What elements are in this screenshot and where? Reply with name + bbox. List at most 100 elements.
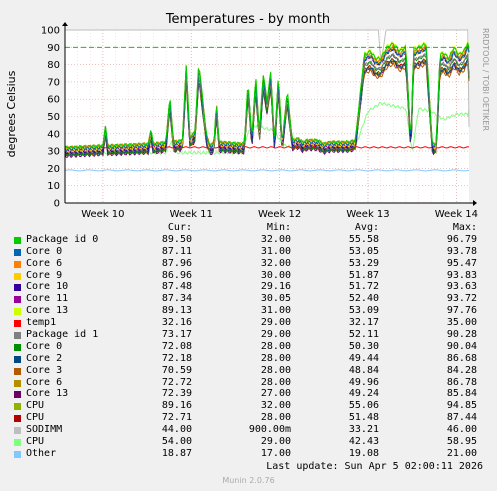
y-tick-label: 50 [47, 112, 60, 123]
y-tick-label: 40 [47, 129, 60, 140]
legend-swatch [14, 439, 21, 447]
legend-series-name: Core 6 [26, 376, 63, 388]
legend-series-name: Core 6 [26, 257, 63, 269]
series-line [64, 101, 470, 156]
munin-version: Munin 2.0.76 [222, 476, 275, 485]
legend-cur: 73.17 [161, 329, 192, 341]
x-tick-label: Week 11 [170, 209, 213, 220]
x-axis-arrow [473, 200, 477, 206]
legend-swatch [14, 284, 21, 292]
legend-cur: 87.96 [161, 257, 192, 269]
legend-row: Core 13 72.39 27.00 49.24 85.84 [0, 388, 497, 400]
col-max-header: Max: [452, 222, 477, 233]
y-axis-label: degrees Celsius [5, 70, 18, 157]
legend-swatch [14, 272, 21, 280]
legend-header: Cur: Min: Avg: Max: [0, 222, 497, 234]
legend-min: 28.00 [260, 352, 291, 364]
legend-cur: 54.00 [161, 436, 192, 448]
legend-row: Package id 0 89.50 32.00 55.58 96.79 [0, 234, 497, 246]
legend-row: Core 6 72.72 28.00 49.96 86.78 [0, 377, 497, 389]
legend-row: Core 6 87.96 32.00 53.29 95.47 [0, 258, 497, 270]
legend-min: 28.00 [260, 364, 291, 376]
series-line [65, 29, 470, 127]
legend-row: Core 2 72.18 28.00 49.44 86.68 [0, 353, 497, 365]
legend-max: 35.00 [446, 317, 477, 329]
rrdtool-credit: RRDTOOL / TOBI OETIKER [481, 28, 490, 131]
y-tick-label: 80 [47, 60, 60, 71]
legend-max: 21.00 [446, 447, 477, 459]
legend-avg: 33.21 [348, 424, 379, 436]
legend-min: 29.16 [260, 281, 291, 293]
legend-series-name: SODIMM [26, 424, 63, 436]
legend-min: 28.00 [260, 340, 291, 352]
chart-title: Temperatures - by month [165, 12, 330, 27]
series-line [64, 45, 470, 153]
legend-max: 94.85 [446, 400, 477, 412]
legend-series-name: Core 13 [26, 388, 69, 400]
legend-avg: 50.30 [348, 340, 379, 352]
legend-series-name: Core 2 [26, 352, 63, 364]
legend-min: 28.00 [260, 376, 291, 388]
legend-row: Core 0 72.08 28.00 50.30 90.04 [0, 341, 497, 353]
legend-avg: 49.96 [348, 376, 379, 388]
legend-cur: 72.39 [161, 388, 192, 400]
legend-min: 30.00 [260, 269, 291, 281]
legend-avg: 53.29 [348, 257, 379, 269]
legend-rows: Package id 0 89.50 32.00 55.58 96.79 Core 0 87… [0, 234, 497, 460]
legend-series-name: temp1 [26, 317, 57, 329]
legend-cur: 72.18 [161, 352, 192, 364]
legend-avg: 53.09 [348, 305, 379, 317]
y-tick-label: 30 [47, 147, 60, 158]
legend-cur: 87.11 [161, 245, 192, 257]
legend-row: CPU 72.71 28.00 51.48 87.44 [0, 412, 497, 424]
x-tick-label: Week 13 [346, 209, 389, 220]
legend-min: 29.00 [260, 436, 291, 448]
legend-min: 30.05 [260, 293, 291, 305]
legend-swatch [14, 403, 21, 411]
legend-min: 32.00 [260, 233, 291, 245]
legend-swatch [14, 415, 21, 423]
legend-swatch [14, 427, 21, 435]
legend-avg: 55.58 [348, 233, 379, 245]
legend-series-name: Core 13 [26, 305, 69, 317]
legend-max: 93.63 [446, 281, 477, 293]
legend-cur: 87.48 [161, 281, 192, 293]
col-avg-header: Avg: [354, 222, 379, 233]
x-tick-label: Week 10 [81, 209, 124, 220]
legend-swatch [14, 367, 21, 375]
legend-row: Core 11 87.34 30.05 52.40 93.72 [0, 293, 497, 305]
legend-series-name: Core 0 [26, 340, 63, 352]
y-tick-label: 90 [47, 43, 60, 54]
y-tick-label: 0 [54, 199, 60, 210]
legend-swatch [14, 332, 21, 340]
temperature-chart: Temperatures - by month degrees Celsius … [5, 12, 490, 220]
legend-row: Core 9 86.96 30.00 51.87 93.83 [0, 270, 497, 282]
last-update: Last update: Sun Apr 5 02:00:11 2026 [266, 461, 483, 472]
legend-avg: 52.11 [348, 329, 379, 341]
legend-swatch [14, 308, 21, 316]
legend-swatch [14, 248, 21, 256]
legend-min: 29.00 [260, 329, 291, 341]
legend-row: Package id 1 73.17 29.00 52.11 90.28 [0, 329, 497, 341]
legend-series-name: CPU [26, 412, 45, 424]
legend-row: Core 3 70.59 28.00 48.84 84.28 [0, 365, 497, 377]
legend-max: 46.00 [446, 424, 477, 436]
x-tick-label: Week 14 [435, 209, 478, 220]
legend-swatch [14, 343, 21, 351]
legend-series-name: Core 10 [26, 281, 69, 293]
legend-min: 31.00 [260, 305, 291, 317]
legend-swatch [14, 320, 21, 328]
legend-avg: 42.43 [348, 436, 379, 448]
legend-min: 28.00 [260, 412, 291, 424]
legend-swatch [14, 260, 21, 268]
legend-series-name: Core 9 [26, 269, 63, 281]
legend-cur: 70.59 [161, 364, 192, 376]
legend-max: 84.28 [446, 364, 477, 376]
col-cur-header: Cur: [167, 222, 192, 233]
legend-series-name: Package id 0 [26, 233, 99, 245]
legend-cur: 72.72 [161, 376, 192, 388]
legend-cur: 44.00 [161, 424, 192, 436]
legend-row: SODIMM 44.00 900.00m 33.21 46.00 [0, 424, 497, 436]
legend-max: 86.78 [446, 376, 477, 388]
legend-series-name: Core 11 [26, 293, 69, 305]
